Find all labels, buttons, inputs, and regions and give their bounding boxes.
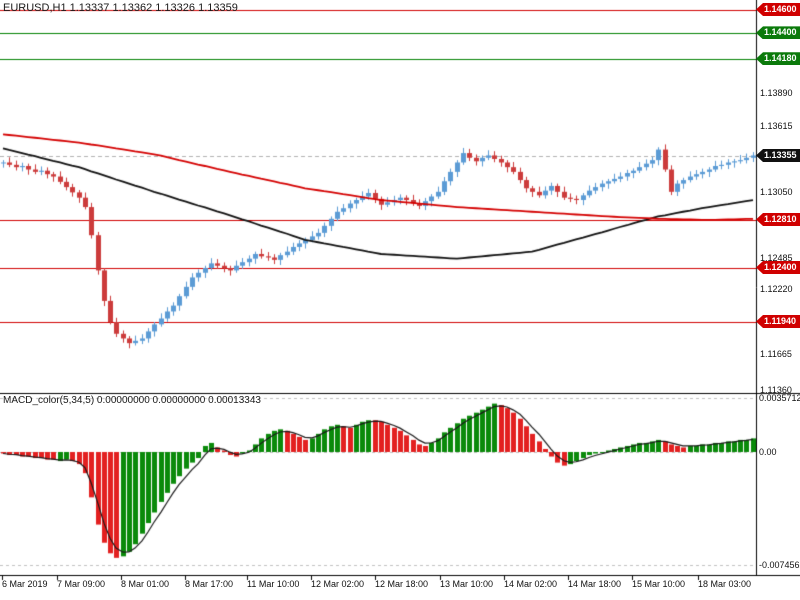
- macd-indicator-label: MACD_color(5,34,5) 0.00000000 0.00000000…: [3, 395, 261, 406]
- symbol-ohlc-label: EURUSD,H1 1.13337 1.13362 1.13326 1.1335…: [3, 2, 238, 14]
